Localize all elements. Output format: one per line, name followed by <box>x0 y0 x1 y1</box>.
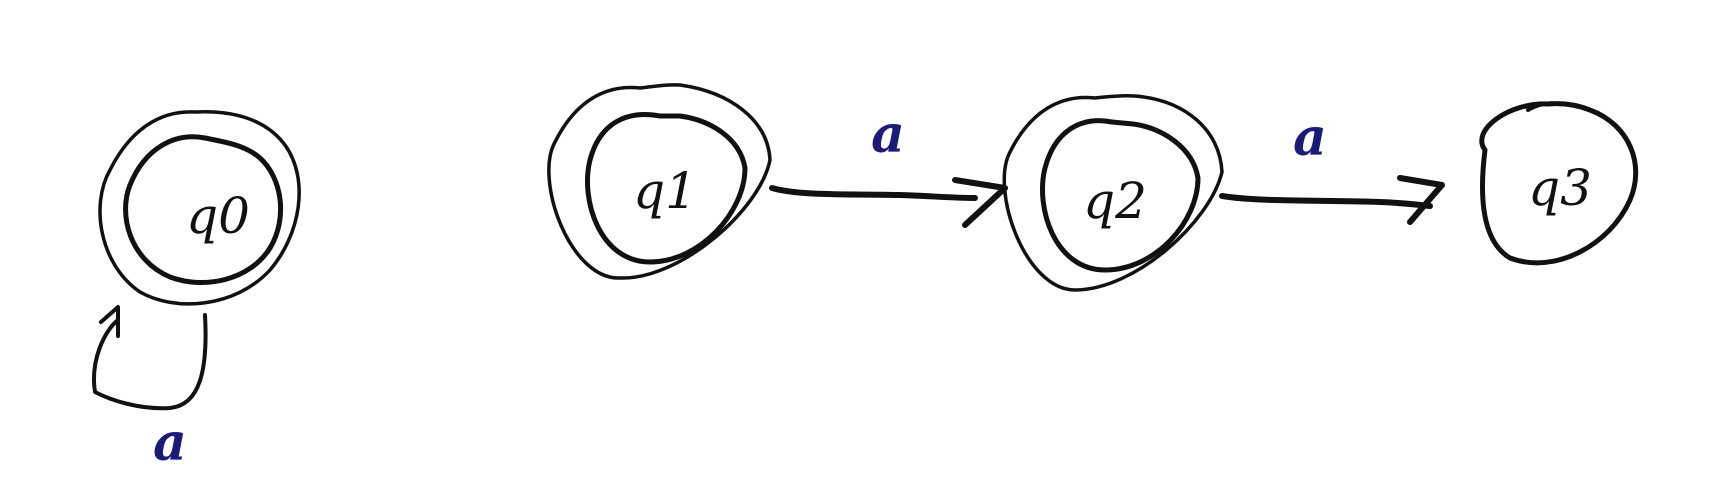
state-label-q0: q0 <box>186 187 250 245</box>
transition-q0-q0[interactable]: a <box>92 305 208 473</box>
state-q0[interactable]: q0 <box>98 109 301 306</box>
edge-label-q2-q3: a <box>1293 107 1327 168</box>
state-label-q3: q3 <box>1528 159 1592 217</box>
transition-q1-q2[interactable]: a <box>769 104 1008 228</box>
transition-q2-q3[interactable]: a <box>1219 107 1445 225</box>
edge-label-q0-q0: a <box>153 412 187 473</box>
state-q3[interactable]: q3 <box>1479 101 1639 266</box>
state-label-q2: q2 <box>1083 172 1147 230</box>
state-q2[interactable]: q2 <box>1002 94 1224 292</box>
edge-label-q1-q2: a <box>871 104 905 165</box>
state-label-q1: q1 <box>633 162 697 220</box>
state-q1[interactable]: q1 <box>547 83 772 280</box>
